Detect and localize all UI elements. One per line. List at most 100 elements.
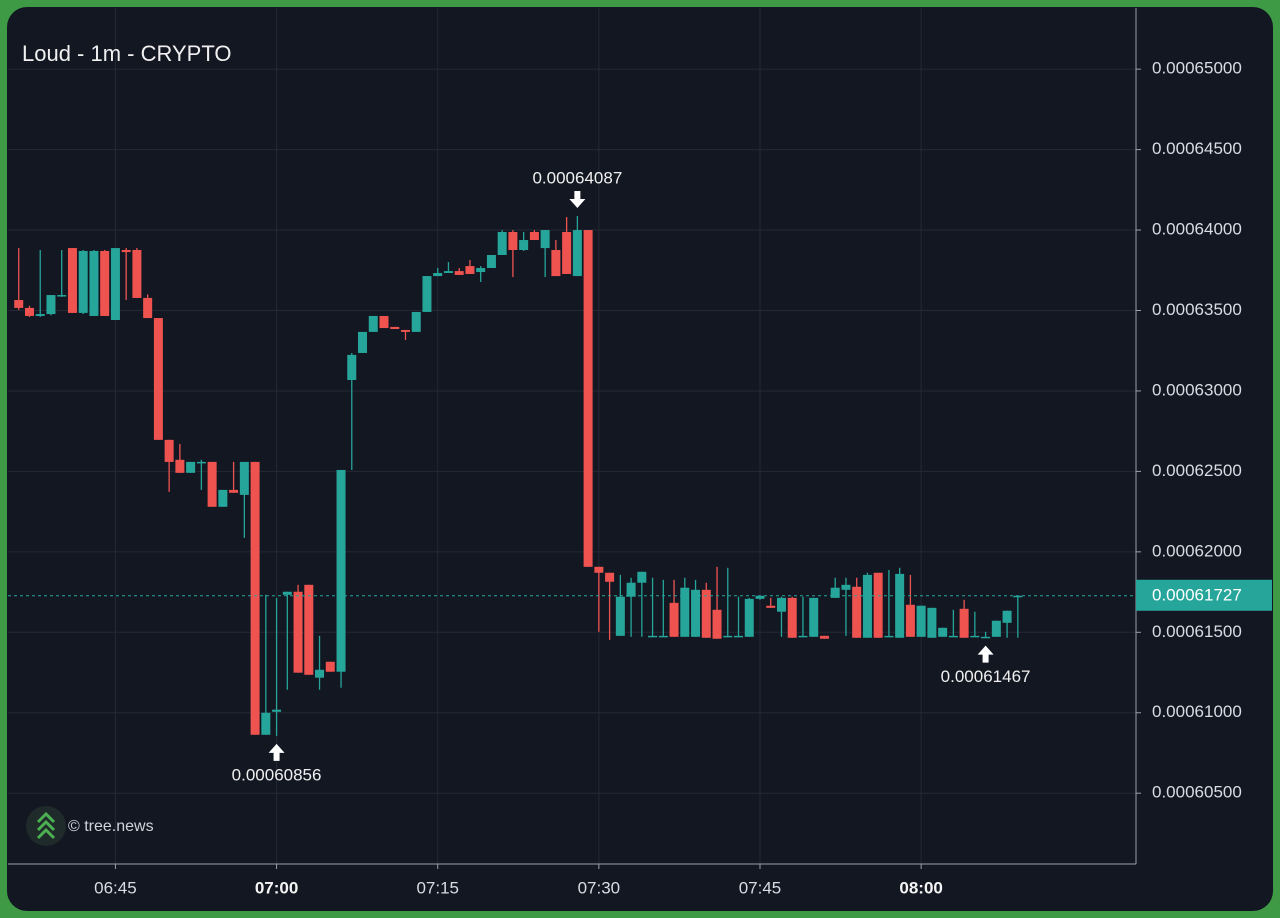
candle-body <box>186 461 196 473</box>
candle-body <box>443 271 453 274</box>
annotation-label: 0.00060856 <box>232 765 322 784</box>
candle-body <box>218 489 228 507</box>
candle-body <box>454 271 464 275</box>
candle-body <box>390 326 400 329</box>
candle-body <box>873 572 883 638</box>
candle-body <box>905 604 915 637</box>
x-tick-label: 06:45 <box>94 878 137 897</box>
candle-body <box>701 589 711 638</box>
candle-body <box>583 230 593 567</box>
candle-body <box>315 669 325 678</box>
candle-body <box>239 461 249 495</box>
candle-body <box>981 636 991 639</box>
candle-body <box>67 248 77 313</box>
last-price-box <box>1136 579 1272 611</box>
candle-body <box>497 231 507 255</box>
candles <box>14 216 1023 736</box>
candle-body <box>809 597 819 637</box>
candle-body <box>476 268 486 273</box>
y-tick-label: 0.00062000 <box>1152 541 1242 560</box>
candle-body <box>325 661 335 672</box>
candle-body <box>798 635 808 638</box>
candle-body <box>948 635 958 638</box>
candle-body <box>304 584 314 675</box>
candle-body <box>852 586 862 638</box>
candle-body <box>347 354 357 381</box>
y-tick-label: 0.00064000 <box>1152 220 1242 239</box>
candle-body <box>411 311 421 332</box>
candle-body <box>766 605 776 608</box>
candle-body <box>787 597 797 638</box>
candle-body <box>24 307 34 316</box>
candle-body <box>691 589 701 637</box>
annotation-arrow <box>569 191 586 209</box>
candle-body <box>89 250 99 316</box>
panel <box>7 7 1273 911</box>
candle-body <box>723 635 733 638</box>
candle-body <box>1013 595 1023 598</box>
candle-body <box>100 250 110 316</box>
candle-body <box>379 315 389 329</box>
candle-body <box>572 230 582 277</box>
grid <box>8 8 1136 864</box>
candle-body <box>562 231 572 274</box>
x-tick-label: 07:15 <box>416 878 459 897</box>
annotation-label: 0.00061467 <box>941 667 1031 686</box>
candle-body <box>927 607 937 638</box>
candle-body <box>938 627 948 637</box>
y-tick-label: 0.00063500 <box>1152 300 1242 319</box>
candle-body <box>862 574 872 638</box>
candle-body <box>916 605 926 637</box>
candle-body <box>14 300 24 308</box>
candle-body <box>153 318 163 440</box>
candle-body <box>164 439 174 462</box>
candle-body <box>282 591 292 595</box>
candle-body <box>368 315 378 332</box>
candle-body <box>250 461 260 735</box>
candle-body <box>400 329 410 332</box>
candle-body <box>959 608 969 638</box>
candle-body <box>143 297 153 319</box>
candle-body <box>529 231 539 241</box>
candle-body <box>78 250 88 313</box>
candle-body <box>540 230 550 249</box>
logo-mark <box>36 811 56 840</box>
chart-title: Loud - 1m - CRYPTO <box>22 41 231 66</box>
candle-body <box>841 584 851 590</box>
candle-body <box>830 587 840 598</box>
candle-body <box>1002 610 1012 623</box>
candle-body <box>658 635 668 638</box>
candle-body <box>46 295 56 315</box>
candle-body <box>744 598 754 637</box>
annotation-arrow <box>268 743 285 761</box>
annotation-arrow <box>977 645 994 663</box>
y-tick-label: 0.00061000 <box>1152 702 1242 721</box>
candle-body <box>486 254 496 269</box>
candle-body <box>196 461 206 464</box>
candle-body <box>465 266 475 274</box>
candle-body <box>648 635 658 638</box>
candle-body <box>551 249 561 277</box>
y-tick-label: 0.00064500 <box>1152 139 1242 158</box>
candle-body <box>110 248 120 320</box>
candle-body <box>132 249 142 298</box>
candle-body <box>433 273 443 277</box>
last-price-label: 0.00061727 <box>1152 585 1242 604</box>
candle-body <box>669 602 679 637</box>
candle-body <box>895 573 905 638</box>
candle-body <box>734 635 744 638</box>
candle-body <box>336 469 346 672</box>
y-tick-label: 0.00060500 <box>1152 783 1242 802</box>
candle-body <box>229 489 239 493</box>
candle-body <box>884 635 894 638</box>
y-tick-label: 0.00062500 <box>1152 461 1242 480</box>
candle-body <box>272 709 282 712</box>
y-tick-label: 0.00065000 <box>1152 59 1242 78</box>
y-tick-label: 0.00061500 <box>1152 622 1242 641</box>
candle-body <box>637 571 647 583</box>
candle-body <box>422 276 432 312</box>
candle-body <box>358 331 368 353</box>
candle-body <box>970 635 980 638</box>
